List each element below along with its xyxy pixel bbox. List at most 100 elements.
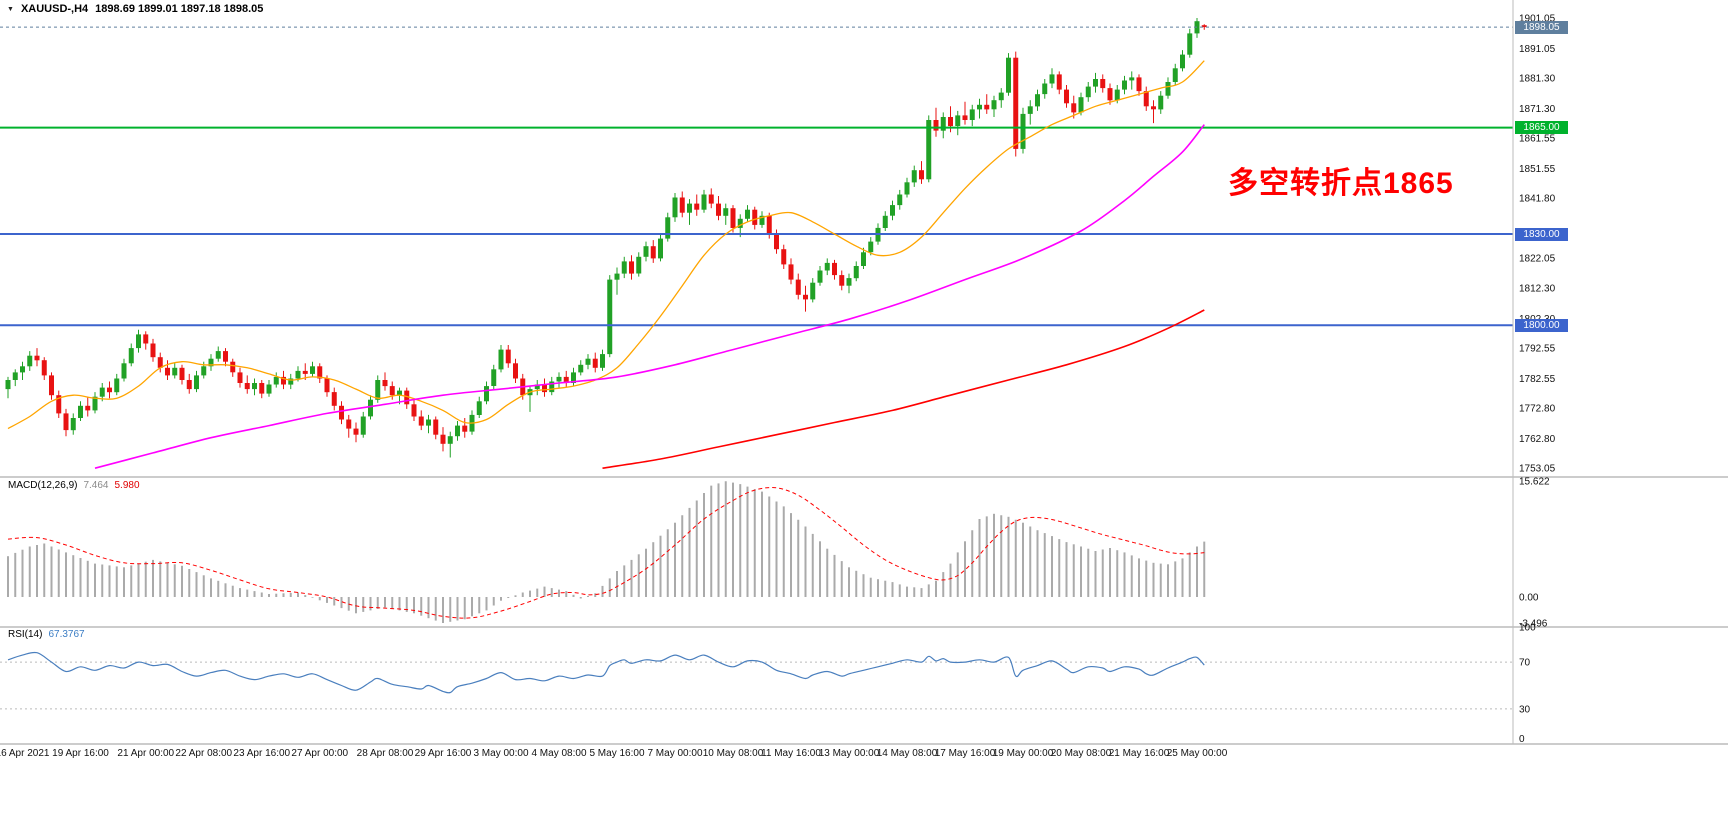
candle-body — [128, 348, 134, 364]
time-axis-label: 11 May 16:00 — [761, 748, 821, 759]
candle-body — [368, 399, 373, 417]
candle-body — [955, 115, 961, 126]
price-tick-label: 1891.05 — [1519, 44, 1556, 55]
candle-body — [41, 360, 47, 376]
candle-body — [701, 194, 707, 210]
candle-body — [977, 104, 982, 110]
macd-indicator-label: MACD(12,26,9) 7.464 5.980 — [8, 480, 140, 491]
candle-body — [1027, 106, 1033, 114]
candle-body — [440, 434, 446, 444]
candle-body — [658, 238, 663, 259]
candle-body — [766, 215, 772, 234]
candle-body — [1100, 79, 1106, 89]
candle-body — [1020, 113, 1026, 149]
rsi-tick-label: 100 — [1519, 623, 1536, 634]
macd-tick-label: 15.622 — [1519, 477, 1550, 488]
candle-body — [904, 182, 910, 195]
candle-body — [571, 372, 576, 383]
candle-body — [795, 279, 801, 295]
candle-body — [295, 370, 301, 379]
macd-main-value: 7.464 — [83, 480, 109, 491]
candle-body — [1136, 77, 1142, 92]
candle-body — [926, 120, 932, 180]
level-badge-1865: 1865.00 — [1515, 121, 1568, 134]
candle-body — [1049, 74, 1055, 84]
candle-body — [244, 383, 250, 390]
candle-body — [1006, 57, 1011, 93]
price-tick-label: 1822.05 — [1519, 254, 1556, 265]
candle-body — [542, 384, 547, 393]
candle-body — [1107, 88, 1113, 101]
symbol-timeframe-label: XAUUSD-,H4 — [20, 3, 89, 15]
candle-body — [774, 234, 779, 250]
candle-body — [404, 390, 410, 405]
candle-body — [230, 361, 236, 373]
candle-body — [1129, 77, 1135, 81]
candle-body — [737, 218, 743, 228]
candle-body — [201, 366, 207, 376]
candle-body — [223, 351, 228, 362]
candle-body — [157, 357, 163, 368]
candle-body — [882, 215, 888, 228]
candle-body — [418, 416, 424, 426]
candle-body — [397, 390, 402, 396]
candle-body — [121, 363, 127, 379]
candle-body — [49, 375, 54, 396]
price-tick-label: 1851.55 — [1519, 164, 1556, 175]
time-axis-label: 28 Apr 08:00 — [357, 748, 414, 759]
candle-body — [70, 418, 76, 431]
candle-body — [672, 197, 678, 218]
candle-body — [382, 380, 388, 387]
candle-body — [484, 386, 489, 402]
time-axis-label: 27 Apr 00:00 — [291, 748, 348, 759]
candle-body — [730, 208, 736, 228]
candle-body — [984, 104, 990, 110]
candle-body — [281, 376, 286, 385]
time-axis-label: 16 Apr 2021 — [0, 748, 50, 759]
candle-body — [107, 387, 112, 393]
candle-body — [585, 358, 591, 365]
candle-body — [375, 380, 381, 400]
candle-body — [1042, 83, 1048, 95]
candle-body — [331, 392, 337, 406]
time-axis-label: 23 Apr 16:00 — [233, 748, 290, 759]
candle-body — [556, 376, 562, 382]
candle-body — [592, 358, 598, 368]
price-tick-label: 1753.05 — [1519, 464, 1556, 475]
candle-body — [447, 436, 453, 444]
candle-body — [788, 264, 794, 280]
candle-body — [563, 376, 569, 383]
candle-body — [1122, 80, 1127, 90]
price-tick-label: 1762.80 — [1519, 434, 1556, 445]
time-axis-label: 25 May 00:00 — [1167, 748, 1228, 759]
price-tick-label: 1901.05 — [1519, 14, 1556, 25]
candle-body — [1085, 86, 1091, 98]
candle-body — [817, 270, 823, 283]
candle-body — [273, 376, 279, 385]
candle-body — [969, 109, 975, 120]
candle-body — [324, 378, 330, 393]
candle-body — [505, 349, 511, 364]
candle-body — [172, 367, 178, 376]
rsi-name: RSI(14) — [8, 629, 43, 640]
time-axis-label: 7 May 00:00 — [647, 748, 702, 759]
candle-body — [426, 419, 431, 426]
candle-body — [665, 217, 671, 239]
candle-body — [136, 334, 141, 349]
candle-body — [1143, 91, 1149, 107]
candle-body — [1201, 25, 1207, 28]
ma-slow-line — [602, 309, 1205, 469]
candle-body — [63, 413, 69, 431]
candle-body — [27, 355, 33, 367]
rsi-tick-label: 70 — [1519, 658, 1531, 669]
candle-body — [687, 203, 692, 213]
candle-body — [143, 334, 149, 344]
candle-body — [1056, 74, 1062, 90]
price-tick-label: 1772.80 — [1519, 403, 1556, 414]
candle-body — [716, 203, 721, 216]
candle-body — [78, 405, 83, 418]
candle-body — [781, 249, 787, 265]
ma-mid-line — [94, 124, 1205, 469]
candle-body — [839, 275, 845, 286]
